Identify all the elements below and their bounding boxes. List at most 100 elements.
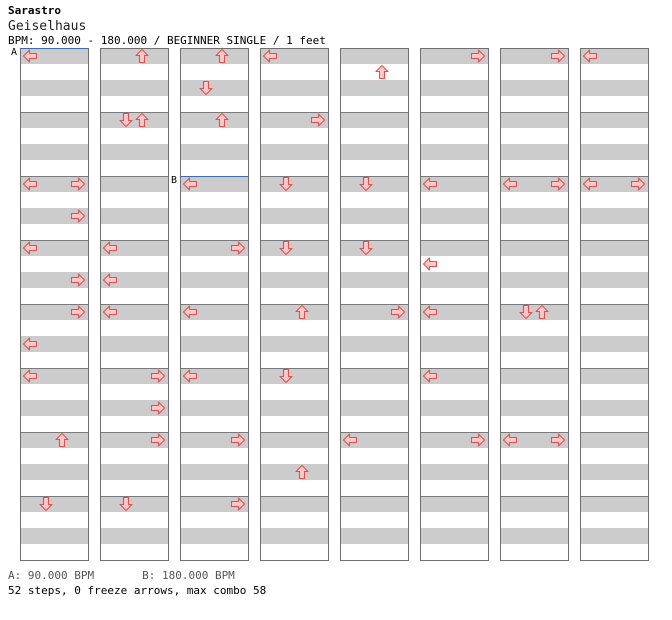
arrow-right-icon [230, 240, 246, 256]
measure-line [180, 304, 248, 305]
beat-stripe [260, 112, 328, 128]
beat-stripe [340, 496, 408, 512]
beat-stripe [260, 80, 328, 96]
beat-stripe [420, 368, 488, 384]
beat-stripe [180, 400, 248, 416]
beat-stripe [420, 144, 488, 160]
beat-stripe [500, 528, 568, 544]
measure-line [340, 496, 408, 497]
arrow-up-icon [374, 64, 390, 80]
measure-line [100, 176, 168, 177]
arrow-right-icon [230, 432, 246, 448]
beat-stripe [180, 304, 248, 320]
beat-stripe [500, 368, 568, 384]
arrow-right-icon [150, 432, 166, 448]
beat-stripe [20, 464, 88, 480]
beat-stripe [260, 400, 328, 416]
beat-stripe [260, 496, 328, 512]
measure-line [180, 368, 248, 369]
arrow-left-icon [422, 256, 438, 272]
bpm-change-line [20, 48, 88, 49]
beat-stripe [500, 304, 568, 320]
arrow-right-icon [550, 176, 566, 192]
arrow-up-icon [294, 304, 310, 320]
beat-stripe [500, 496, 568, 512]
measure-line [260, 368, 328, 369]
measure-line [260, 240, 328, 241]
beat-stripe [340, 208, 408, 224]
beat-stripe [580, 176, 648, 192]
beat-stripe [500, 208, 568, 224]
beat-stripe [100, 336, 168, 352]
beat-stripe [260, 432, 328, 448]
arrow-right-icon [550, 432, 566, 448]
beat-stripe [20, 176, 88, 192]
beat-stripe [180, 208, 248, 224]
measure-line [100, 432, 168, 433]
arrow-down-icon [278, 176, 294, 192]
beat-stripe [580, 400, 648, 416]
chart-column [260, 48, 329, 561]
measure-line [500, 368, 568, 369]
arrow-down-icon [118, 112, 134, 128]
measure-line [20, 368, 88, 369]
arrow-right-icon [470, 48, 486, 64]
beat-stripe [580, 208, 648, 224]
chart-column [180, 48, 249, 561]
beat-stripe [20, 400, 88, 416]
beat-stripe [260, 48, 328, 64]
beat-stripe [420, 528, 488, 544]
beat-stripe [180, 496, 248, 512]
measure-line [260, 496, 328, 497]
arrow-down-icon [358, 240, 374, 256]
measure-line [260, 304, 328, 305]
beat-stripe [340, 528, 408, 544]
measure-line [500, 176, 568, 177]
beat-stripe [580, 368, 648, 384]
beat-stripe [180, 272, 248, 288]
measure-line [580, 240, 648, 241]
arrow-left-icon [422, 304, 438, 320]
arrow-up-icon [134, 48, 150, 64]
step-stats: 52 steps, 0 freeze arrows, max combo 58 [8, 584, 267, 597]
arrow-left-icon [182, 176, 198, 192]
arrow-up-icon [214, 48, 230, 64]
measure-line [20, 112, 88, 113]
beat-stripe [180, 432, 248, 448]
beat-stripe [420, 400, 488, 416]
beat-stripe [180, 464, 248, 480]
measure-line [180, 112, 248, 113]
beat-stripe [20, 144, 88, 160]
beat-stripe [340, 400, 408, 416]
arrow-left-icon [342, 432, 358, 448]
measure-line [420, 176, 488, 177]
arrow-down-icon [518, 304, 534, 320]
beat-stripe [580, 48, 648, 64]
beat-stripe [100, 432, 168, 448]
measure-line [420, 112, 488, 113]
beat-stripe [420, 304, 488, 320]
beat-stripe [580, 240, 648, 256]
chart-column [340, 48, 409, 561]
beat-stripe [340, 176, 408, 192]
beat-stripe [420, 272, 488, 288]
beat-stripe [500, 464, 568, 480]
chart-column [500, 48, 569, 561]
beat-stripe [580, 80, 648, 96]
arrow-left-icon [102, 240, 118, 256]
arrow-left-icon [22, 336, 38, 352]
beat-stripe [420, 432, 488, 448]
beat-stripe [260, 208, 328, 224]
bpm-legend-a: A: 90.000 BPM [8, 569, 95, 582]
arrow-right-icon [230, 496, 246, 512]
beat-stripe [100, 80, 168, 96]
beat-stripe [340, 432, 408, 448]
measure-line [100, 304, 168, 305]
beat-stripe [180, 336, 248, 352]
measure-line [100, 240, 168, 241]
beat-stripe [420, 464, 488, 480]
measure-line [20, 240, 88, 241]
beat-stripe [420, 336, 488, 352]
beat-stripe [340, 112, 408, 128]
beat-stripe [260, 464, 328, 480]
